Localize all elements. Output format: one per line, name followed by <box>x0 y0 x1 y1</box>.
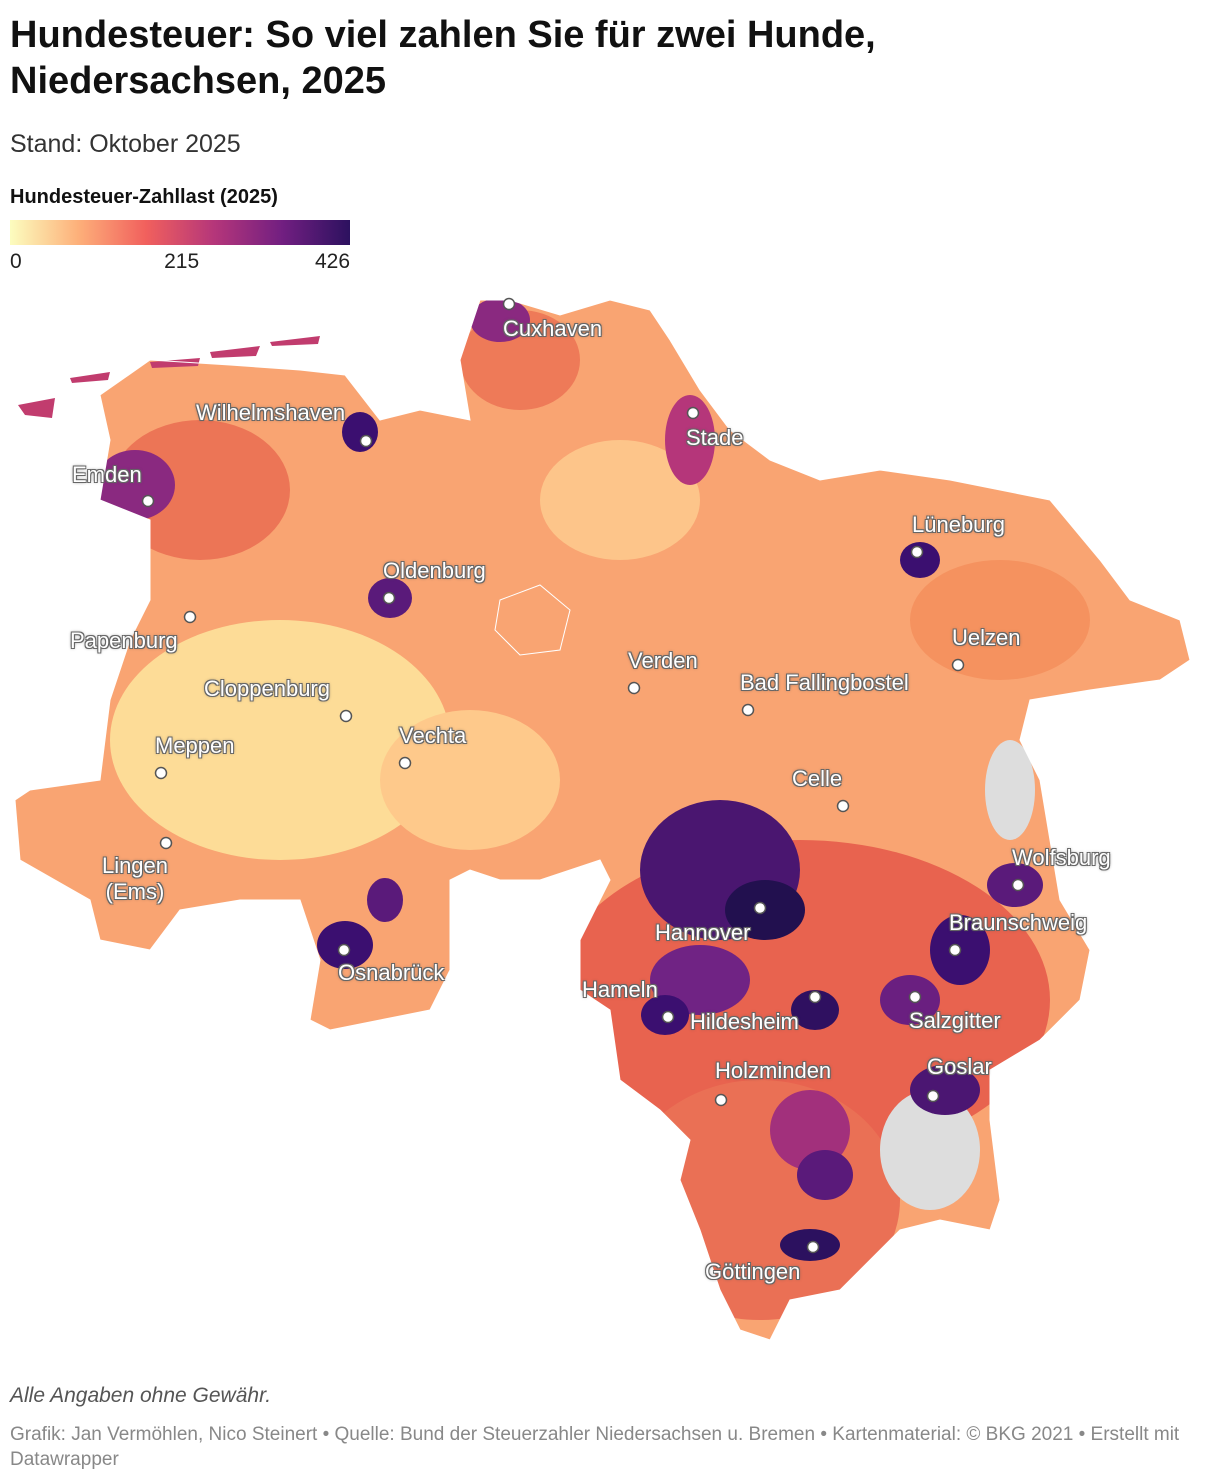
city-label: Uelzen <box>952 625 1021 650</box>
city-marker <box>686 406 700 420</box>
city-marker <box>382 591 396 605</box>
region-stade <box>665 395 715 485</box>
city-marker <box>339 709 353 723</box>
city-label: Salzgitter <box>909 1008 1001 1033</box>
city-label: Papenburg <box>70 628 178 653</box>
credit: Grafik: Jan Vermöhlen, Nico Steinert • Q… <box>10 1424 1180 1470</box>
city-marker <box>661 1010 675 1024</box>
region-lueneburg <box>900 542 940 578</box>
city-label: Stade <box>686 425 744 450</box>
city-label: Lüneburg <box>912 512 1005 537</box>
legend-gradient <box>10 220 350 245</box>
city-marker <box>627 681 641 695</box>
subtitle: Stand: Oktober 2025 <box>10 130 241 158</box>
city-marker <box>741 703 755 717</box>
city-label: Vechta <box>399 723 467 748</box>
city-label: Verden <box>628 648 698 673</box>
region-harz <box>770 1090 850 1170</box>
city-label: Osnabrück <box>338 960 445 985</box>
region-north <box>540 440 700 560</box>
region-east <box>910 560 1090 680</box>
title: Hundesteuer: So viel zahlen Sie für zwei… <box>10 14 876 102</box>
city-label: Hannover <box>655 920 751 945</box>
region-nodata <box>985 740 1035 840</box>
city-marker <box>1011 878 1025 892</box>
city-label: Goslar <box>927 1054 992 1079</box>
region-harz2 <box>797 1150 853 1200</box>
legend-title: Hundesteuer-Zahllast (2025) <box>10 186 278 208</box>
city-label: Braunschweig <box>949 910 1088 935</box>
city-marker <box>398 756 412 770</box>
note: Alle Angaben ohne Gewähr. <box>10 1384 272 1407</box>
city-label: Cloppenburg <box>204 676 330 701</box>
city-label: Göttingen <box>705 1259 801 1284</box>
city-marker <box>910 545 924 559</box>
legend-tick: 0 <box>10 250 22 273</box>
legend-tick: 426 <box>315 250 351 273</box>
city-marker <box>714 1093 728 1107</box>
city-marker <box>183 610 197 624</box>
region-osnabrueck2 <box>367 878 403 922</box>
region-emden <box>95 450 175 520</box>
city-marker <box>753 901 767 915</box>
region-cuxhaven <box>470 300 530 342</box>
city-label: Wolfsburg <box>1012 845 1111 870</box>
city-marker <box>359 434 373 448</box>
city-label: Wilhelmshaven <box>196 400 346 425</box>
city-label: Celle <box>792 766 843 791</box>
city-label: Bad Fallingbostel <box>740 670 909 695</box>
map-regions <box>15 300 1190 1340</box>
islands <box>18 336 320 418</box>
region-west <box>110 620 450 860</box>
city-marker <box>159 836 173 850</box>
region-nodata <box>880 1090 980 1210</box>
city-markers <box>141 297 1025 1254</box>
region-vechta <box>380 710 560 850</box>
region-wilhelmshaven <box>342 412 378 452</box>
city-label: Meppen <box>155 733 235 758</box>
city-marker <box>337 943 351 957</box>
legend-tick: 215 <box>164 250 200 273</box>
city-marker <box>502 297 516 311</box>
city-label: Cuxhaven <box>503 316 603 341</box>
city-label: Emden <box>72 462 142 487</box>
city-marker <box>806 1240 820 1254</box>
city-marker <box>908 990 922 1004</box>
city-marker <box>808 990 822 1004</box>
city-marker <box>951 658 965 672</box>
city-marker <box>154 766 168 780</box>
city-marker <box>948 943 962 957</box>
city-label: Hildesheim <box>690 1009 799 1034</box>
city-marker <box>926 1089 940 1103</box>
city-marker <box>836 799 850 813</box>
region-hildesheim <box>791 990 839 1030</box>
city-label: Holzminden <box>715 1058 832 1083</box>
city-marker <box>141 494 155 508</box>
city-label: Lingen (Ems) <box>101 853 169 904</box>
city-label: Oldenburg <box>383 558 486 583</box>
city-label: Hameln <box>582 977 658 1002</box>
region-goslar <box>910 1065 980 1115</box>
